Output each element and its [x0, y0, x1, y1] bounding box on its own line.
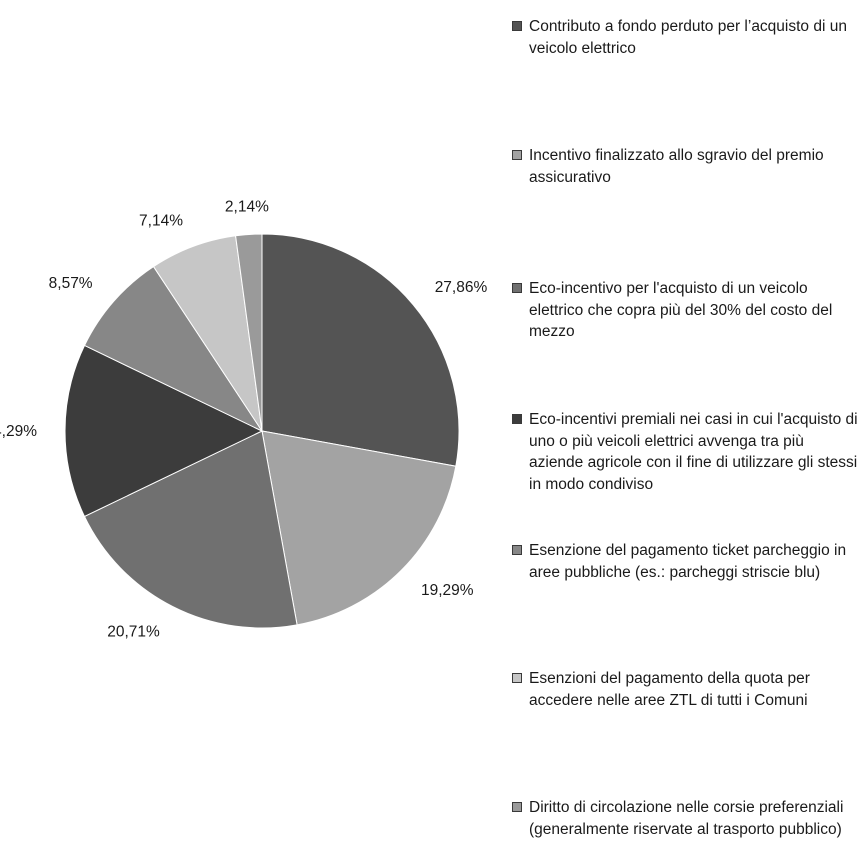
legend-swatch [512, 545, 522, 555]
legend-item-corsie-preferenziali: Diritto di circolazione nelle corsie pre… [512, 797, 862, 840]
legend-label: Esenzioni del pagamento della quota per … [529, 670, 810, 709]
pie-slice-5 [83, 265, 264, 433]
pie-slice-4 [64, 344, 264, 518]
legend-label: Diritto di circolazione nelle corsie pre… [529, 799, 844, 838]
pie-slices [64, 233, 460, 629]
pie-chart: 27,86% 19,29% 20,71% 14,29% 8,57% 7,14% 2,14% [0, 199, 487, 641]
pie-value-labels: 27,86% 19,29% 20,71% 14,29% 8,57% 7,14% 2,14% [0, 199, 487, 641]
pie-value-label: 14,29% [0, 423, 37, 440]
legend-swatch [512, 802, 522, 812]
legend-swatch [512, 283, 522, 293]
legend-swatch [512, 21, 522, 31]
legend-label: Eco-incentivo per l'acquisto di un veico… [529, 280, 833, 340]
pie-slice-3 [83, 430, 298, 629]
legend-item-eco-incentivo-acquisto: Eco-incentivo per l'acquisto di un veico… [512, 278, 862, 343]
legend-item-esenzioni-ztl: Esenzioni del pagamento della quota per … [512, 668, 862, 711]
pie-value-label: 2,14% [225, 199, 269, 216]
legend-swatch [512, 414, 522, 424]
legend-item-sgravio-premio-assicurativo: Incentivo finalizzato allo sgravio del p… [512, 145, 862, 188]
legend-swatch [512, 150, 522, 160]
legend-item-eco-incentivi-premiali: Eco-incentivi premiali nei casi in cui l… [512, 409, 862, 495]
legend-label: Contributo a fondo perduto per l’acquist… [529, 18, 847, 57]
pie-value-label: 8,57% [49, 275, 93, 292]
legend-label: Eco-incentivi premiali nei casi in cui l… [529, 411, 858, 493]
pie-slice-7 [235, 233, 263, 432]
legend-item-esenzione-ticket-parcheggio: Esenzione del pagamento ticket parcheggi… [512, 540, 862, 583]
pie-value-label: 27,86% [435, 279, 488, 296]
pie-slice-2 [261, 430, 457, 626]
pie-slice-1 [261, 233, 460, 467]
legend-item-contributo-fondo-perduto: Contributo a fondo perduto per l’acquist… [512, 16, 862, 59]
pie-value-label: 7,14% [139, 212, 183, 229]
legend-label: Esenzione del pagamento ticket parcheggi… [529, 542, 847, 581]
pie-value-label: 19,29% [421, 582, 474, 599]
legend-swatch [512, 673, 522, 683]
pie-value-label: 20,71% [107, 623, 160, 640]
legend-label: Incentivo finalizzato allo sgravio del p… [529, 147, 824, 186]
